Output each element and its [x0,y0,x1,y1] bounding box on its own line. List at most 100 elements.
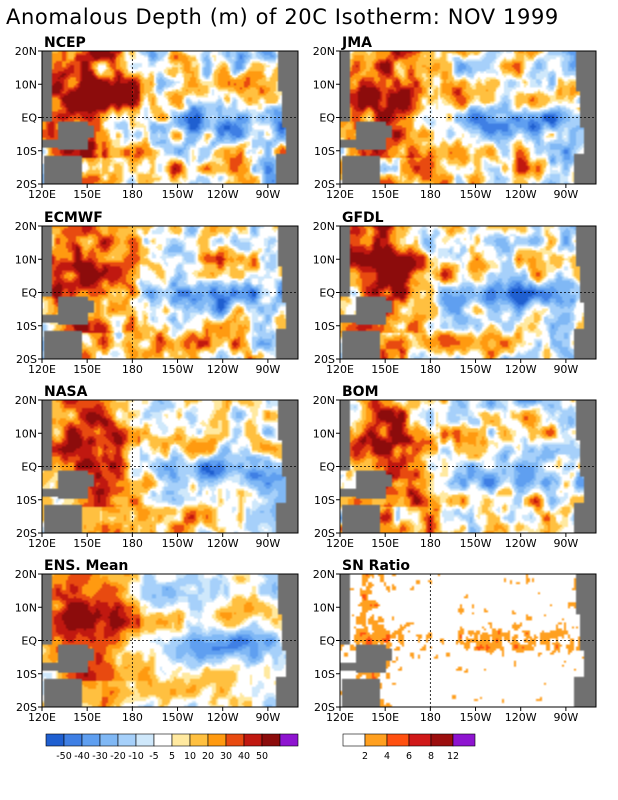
x-tick-label: 90W [255,537,280,550]
x-tick-label: 150E [371,363,399,376]
colorbar-swatch [117,733,137,747]
x-tick-label: 90W [553,188,578,201]
panel-title: ECMWF [44,210,103,226]
x-tick-label: 120W [505,537,537,550]
colorbar-swatch [63,733,83,747]
y-tick-label: EQ [21,287,37,300]
y-tick-label: 20S [314,178,335,191]
panel-title: SN Ratio [342,558,410,574]
y-tick-label: 10S [16,145,37,158]
colorbar-label: -10 [128,751,144,762]
x-tick-label: 90W [255,711,280,724]
y-tick-label: 20N [313,394,335,407]
colorbar-label: 40 [238,751,250,762]
panel-title: BOM [342,384,379,400]
colorbar-label: 30 [220,751,232,762]
colorbar-swatch [279,733,299,747]
colorbar-label: -5 [149,751,158,762]
y-tick-label: 10S [314,494,335,507]
y-tick-label: 10N [15,78,37,91]
colorbar-swatch [430,733,454,747]
y-tick-label: 20N [313,220,335,233]
y-tick-label: 20S [314,701,335,714]
x-tick-label: 120W [207,711,239,724]
colorbar-label: -50 [56,751,72,762]
x-tick-label: 180 [122,537,143,550]
x-tick-label: 120E [28,363,56,376]
y-tick-label: 20S [314,527,335,540]
colorbars: -50 -40 -30 -20 -10 -5 5 10 20 30 40 50 2 4 6 8 12 [45,733,476,762]
x-tick-label: 150E [73,363,101,376]
panel-title: ENS. Mean [44,558,128,574]
x-tick-label: 150W [162,363,194,376]
colorbar-swatch [153,733,173,747]
x-tick-label: 180 [122,363,143,376]
colorbar-label: -40 [74,751,90,762]
x-tick-label: 150E [371,188,399,201]
y-tick-label: 20N [15,394,37,407]
y-tick-label: 10N [15,253,37,266]
y-tick-label: EQ [21,635,37,648]
x-tick-label: 150E [73,188,101,201]
y-tick-label: EQ [319,461,335,474]
y-tick-label: 10N [15,601,37,614]
y-tick-label: EQ [21,461,37,474]
figure-title: Anomalous Depth (m) of 20C Isotherm: NOV… [6,5,559,29]
y-tick-label: 10S [314,145,335,158]
x-tick-label: 180 [420,537,441,550]
y-tick-label: 10N [313,601,335,614]
colorbar-label: 6 [406,751,412,762]
x-tick-label: 120E [326,188,354,201]
x-tick-label: 120E [326,537,354,550]
y-tick-label: EQ [319,287,335,300]
y-tick-label: 20N [15,45,37,58]
x-tick-label: 150W [460,188,492,201]
x-tick-label: 150E [73,537,101,550]
y-tick-label: 10S [314,320,335,333]
y-tick-label: 10S [314,668,335,681]
x-tick-label: 120W [505,711,537,724]
colorbar-label: -20 [110,751,126,762]
x-tick-label: 90W [255,363,280,376]
y-tick-label: EQ [319,635,335,648]
colorbar-label: 8 [428,751,434,762]
colorbar-label: 4 [384,751,390,762]
x-tick-label: 120E [28,537,56,550]
x-tick-label: 90W [553,363,578,376]
colorbar-label: 10 [184,751,196,762]
colorbar-swatch [261,733,281,747]
colorbar-swatch [99,733,119,747]
colorbar-swatch [135,733,155,747]
y-tick-label: 10N [313,253,335,266]
colorbar-swatch [189,733,209,747]
panel-title: JMA [341,35,372,51]
x-tick-label: 150W [460,363,492,376]
colorbar-swatch [45,733,65,747]
x-tick-label: 180 [420,363,441,376]
x-tick-label: 90W [553,537,578,550]
x-tick-label: 90W [553,711,578,724]
colorbar-label: 20 [202,751,214,762]
x-tick-label: 180 [420,188,441,201]
colorbar-swatch [364,733,388,747]
y-tick-label: 20S [16,178,37,191]
y-tick-label: 20S [16,701,37,714]
x-tick-label: 150E [73,711,101,724]
y-tick-label: 20S [314,353,335,366]
y-tick-label: 10N [313,78,335,91]
y-tick-label: 10N [313,427,335,440]
colorbar-swatch [452,733,476,747]
panel-title: NASA [44,384,88,400]
colorbar-swatch [81,733,101,747]
y-tick-label: 10N [15,427,37,440]
y-tick-label: 20N [15,568,37,581]
colorbar-swatch [207,733,227,747]
panel-title: GFDL [342,210,384,226]
